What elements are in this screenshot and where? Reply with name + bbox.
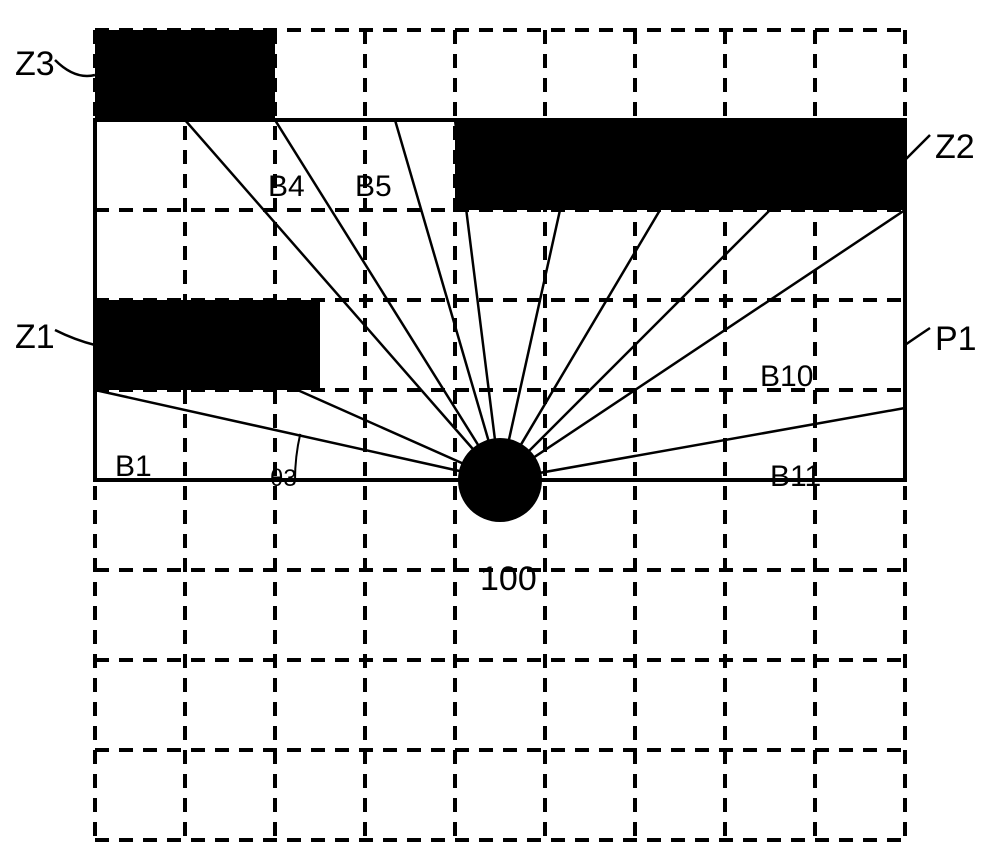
label-z3: Z3 (15, 45, 55, 84)
label-z1: Z1 (15, 318, 55, 357)
label-b4: B4 (268, 170, 305, 204)
label-z2: Z2 (935, 128, 975, 167)
label-b11: B11 (770, 460, 821, 494)
label-b10: B10 (760, 360, 813, 394)
label-p1: P1 (935, 320, 977, 359)
origin-dot (458, 438, 542, 522)
label-b5: B5 (355, 170, 392, 204)
label-100: 100 (480, 560, 537, 599)
obstacle-z1 (95, 300, 320, 390)
label-b1: B1 (115, 450, 152, 484)
obstacle-z2 (455, 120, 905, 210)
obstacle-z3 (95, 30, 275, 120)
label-theta: θ3 (270, 465, 297, 493)
